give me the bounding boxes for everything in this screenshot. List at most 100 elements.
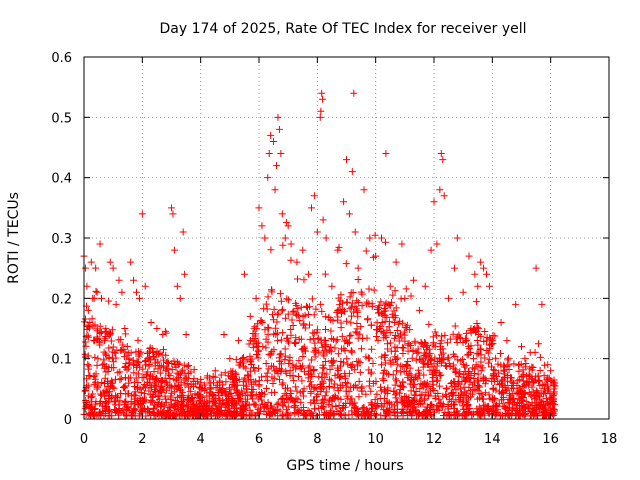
- data-point: [161, 392, 169, 400]
- data-point: [508, 411, 516, 419]
- data-point: [382, 359, 390, 367]
- data-point: [329, 358, 337, 366]
- data-point: [365, 300, 373, 308]
- data-point: [262, 384, 270, 392]
- data-point: [539, 411, 547, 419]
- data-point: [436, 382, 444, 390]
- data-point: [174, 405, 182, 413]
- data-point: [306, 382, 314, 390]
- data-point: [252, 294, 260, 302]
- data-point: [167, 411, 175, 419]
- data-point: [427, 356, 435, 364]
- data-point: [339, 402, 347, 410]
- data-point: [373, 410, 381, 418]
- data-point: [423, 379, 431, 387]
- data-point: [217, 371, 225, 379]
- data-point: [492, 386, 500, 394]
- data-point: [421, 339, 429, 347]
- data-point: [184, 407, 192, 415]
- data-point: [161, 327, 169, 335]
- data-point: [389, 291, 397, 299]
- data-point: [472, 361, 480, 369]
- data-point: [272, 331, 280, 339]
- data-point: [329, 410, 337, 418]
- x-tick-label: 2: [138, 432, 146, 447]
- data-point: [327, 327, 335, 335]
- data-point: [441, 362, 449, 370]
- data-point: [313, 328, 321, 336]
- data-point: [258, 396, 266, 404]
- data-point: [148, 373, 156, 381]
- data-point: [478, 391, 486, 399]
- data-point: [380, 400, 388, 408]
- x-tick-label: 6: [255, 432, 263, 447]
- y-axis-label: ROTI / TECUs: [6, 192, 22, 284]
- data-point: [211, 399, 219, 407]
- data-point: [358, 290, 366, 298]
- data-point: [420, 383, 428, 391]
- data-point: [373, 332, 381, 340]
- data-point: [222, 399, 230, 407]
- data-point: [319, 369, 327, 377]
- data-point: [543, 398, 551, 406]
- data-point: [306, 303, 314, 311]
- data-point: [439, 156, 447, 164]
- data-point: [170, 402, 178, 410]
- data-point: [277, 395, 285, 403]
- data-point: [393, 398, 401, 406]
- data-point: [96, 240, 104, 248]
- data-point: [319, 216, 327, 224]
- data-point: [344, 379, 352, 387]
- data-point: [538, 300, 546, 308]
- data-point: [504, 354, 512, 362]
- data-point: [276, 357, 284, 365]
- data-point: [254, 346, 262, 354]
- data-point: [531, 348, 539, 356]
- data-point: [300, 368, 308, 376]
- x-axis-label: GPS time / hours: [286, 458, 403, 474]
- data-point: [242, 411, 250, 419]
- data-point: [84, 322, 92, 330]
- data-point: [249, 344, 257, 352]
- data-point: [97, 412, 105, 420]
- data-point: [464, 408, 472, 416]
- data-point: [452, 369, 460, 377]
- data-point: [268, 348, 276, 356]
- data-point: [299, 312, 307, 320]
- data-point: [461, 363, 469, 371]
- data-point: [386, 329, 394, 337]
- data-point: [367, 387, 375, 395]
- data-point: [121, 398, 129, 406]
- data-point: [462, 377, 470, 385]
- data-point: [157, 400, 165, 408]
- data-point: [535, 409, 543, 417]
- data-point: [427, 246, 435, 254]
- data-point: [368, 345, 376, 353]
- data-point: [144, 368, 152, 376]
- data-point: [318, 343, 326, 351]
- data-point: [440, 355, 448, 363]
- data-point: [108, 363, 116, 371]
- data-point: [270, 375, 278, 383]
- data-point: [339, 359, 347, 367]
- data-point: [432, 394, 440, 402]
- data-point: [356, 368, 364, 376]
- data-point: [318, 373, 326, 381]
- data-point: [281, 345, 289, 353]
- data-point: [297, 335, 305, 343]
- data-point: [424, 360, 432, 368]
- data-point: [534, 340, 542, 348]
- data-point: [248, 392, 256, 400]
- data-point: [321, 270, 329, 278]
- data-point: [363, 316, 371, 324]
- data-point: [328, 335, 336, 343]
- data-point: [202, 385, 210, 393]
- data-point: [148, 345, 156, 353]
- data-point: [121, 325, 129, 332]
- data-point: [170, 388, 178, 396]
- data-point: [136, 350, 144, 358]
- data-point: [254, 364, 262, 372]
- data-point: [343, 355, 351, 363]
- data-point: [395, 320, 403, 328]
- data-point: [271, 186, 279, 194]
